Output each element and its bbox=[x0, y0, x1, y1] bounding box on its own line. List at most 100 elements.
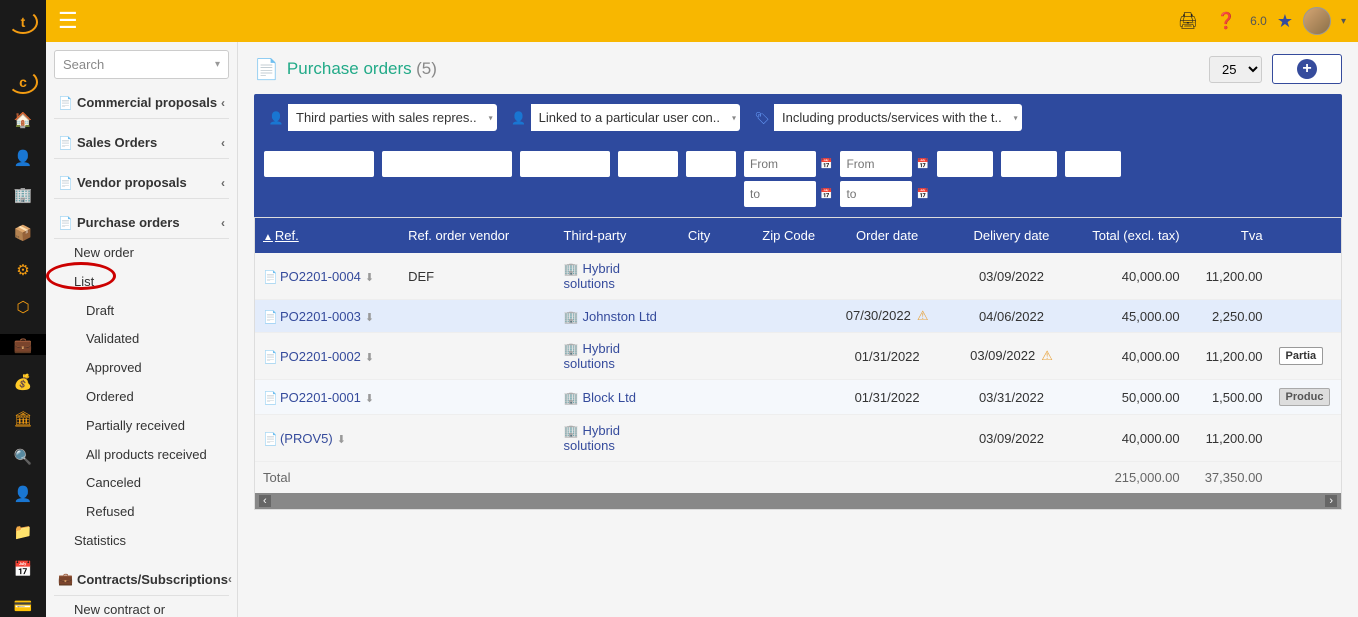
ref-link[interactable]: (PROV5) bbox=[280, 431, 333, 446]
search-third-party[interactable] bbox=[520, 151, 610, 177]
avatar[interactable] bbox=[1303, 7, 1331, 35]
delivery-date-to[interactable] bbox=[840, 181, 912, 207]
chevron-left-icon: ‹ bbox=[228, 572, 232, 586]
download-icon[interactable]: ⬇ bbox=[337, 434, 346, 446]
table-row[interactable]: 📄PO2201-0003⬇🏢Johnston Ltd07/30/2022⚠04/… bbox=[255, 300, 1341, 333]
section-contracts[interactable]: 💼 Contracts/Subscriptions ‹ bbox=[54, 564, 229, 596]
sidebar-item-list[interactable]: List bbox=[54, 268, 229, 297]
page-size-select[interactable]: 25 bbox=[1209, 56, 1262, 83]
user-icon[interactable]: 👤 bbox=[0, 147, 46, 168]
sidebar-item-new-order[interactable]: New order bbox=[54, 239, 229, 268]
order-date-from[interactable] bbox=[744, 151, 816, 177]
col-ref-vendor[interactable]: Ref. order vendor bbox=[400, 218, 555, 253]
gears-icon[interactable]: ⚙ bbox=[0, 259, 46, 280]
table-row[interactable]: 📄(PROV5)⬇🏢Hybrid solutions03/09/202240,0… bbox=[255, 415, 1341, 462]
search-ref-vendor[interactable] bbox=[382, 151, 512, 177]
ref-link[interactable]: PO2201-0001 bbox=[280, 390, 361, 405]
sidebar-item-draft[interactable]: Draft bbox=[54, 297, 229, 326]
sidebar-item-approved[interactable]: Approved bbox=[54, 354, 229, 383]
col-delivery-date[interactable]: Delivery date bbox=[949, 218, 1073, 253]
ref-link[interactable]: PO2201-0004 bbox=[280, 269, 361, 284]
sidebar-item-refused[interactable]: Refused bbox=[54, 498, 229, 527]
sidebar-item-canceled[interactable]: Canceled bbox=[54, 469, 229, 498]
search-total[interactable] bbox=[937, 151, 993, 177]
version-label: 6.0 bbox=[1250, 14, 1267, 28]
folder-icon[interactable]: 📁 bbox=[0, 521, 46, 542]
table-row[interactable]: 📄PO2201-0002⬇🏢Hybrid solutions01/31/2022… bbox=[255, 333, 1341, 380]
search-icon[interactable]: 🔍 bbox=[0, 446, 46, 467]
file-icon: 📄 bbox=[263, 391, 278, 405]
sidebar-item-statistics[interactable]: Statistics bbox=[54, 527, 229, 556]
cell-tva: 11,200.00 bbox=[1188, 333, 1271, 380]
order-date-to[interactable] bbox=[744, 181, 816, 207]
download-icon[interactable]: ⬇ bbox=[365, 393, 374, 405]
col-tva[interactable]: Tva bbox=[1188, 218, 1271, 253]
sort-arrow-icon: ▲ bbox=[263, 232, 273, 243]
search-zip[interactable] bbox=[686, 151, 736, 177]
chevron-down-icon[interactable]: ▾ bbox=[1341, 16, 1346, 27]
help-icon[interactable]: ❓ bbox=[1216, 11, 1236, 31]
filter-bar: 👤 Third parties with sales repres..▾ 👤 L… bbox=[254, 94, 1342, 141]
print-icon[interactable]: 🖨 bbox=[1178, 11, 1198, 31]
home-icon[interactable]: 🏠 bbox=[0, 110, 46, 131]
col-city[interactable]: City bbox=[680, 218, 753, 253]
sidebar-item-all-received[interactable]: All products received bbox=[54, 441, 229, 470]
col-zip[interactable]: Zip Code bbox=[752, 218, 825, 253]
section-purchase-orders[interactable]: 📄 Purchase orders ‹ bbox=[54, 207, 229, 239]
third-party-link[interactable]: Johnston Ltd bbox=[582, 309, 656, 324]
filter-user[interactable]: 👤 Linked to a particular user con..▾ bbox=[507, 104, 740, 131]
person-icon[interactable]: 👤 bbox=[0, 483, 46, 504]
sidebar-item-validated[interactable]: Validated bbox=[54, 325, 229, 354]
col-total[interactable]: Total (excl. tax) bbox=[1074, 218, 1188, 253]
third-party-link[interactable]: Block Ltd bbox=[582, 390, 635, 405]
cube-icon[interactable]: 📦 bbox=[0, 222, 46, 243]
ref-link[interactable]: PO2201-0003 bbox=[280, 309, 361, 324]
building-icon[interactable]: 🏢 bbox=[0, 184, 46, 205]
filter-label: Linked to a particular user con.. bbox=[539, 110, 720, 125]
col-order-date[interactable]: Order date bbox=[825, 218, 949, 253]
download-icon[interactable]: ⬇ bbox=[365, 312, 374, 324]
filter-sales-rep[interactable]: 👤 Third parties with sales repres..▾ bbox=[264, 104, 497, 131]
ref-link[interactable]: PO2201-0002 bbox=[280, 349, 361, 364]
cell-status bbox=[1271, 415, 1341, 462]
file-icon: 📄 bbox=[263, 270, 278, 284]
star-icon[interactable]: ★ bbox=[1277, 11, 1293, 32]
download-icon[interactable]: ⬇ bbox=[365, 272, 374, 284]
col-third-party[interactable]: Third-party bbox=[556, 218, 680, 253]
briefcase-icon[interactable]: 💼 bbox=[0, 334, 46, 355]
col-ref[interactable]: ▲Ref. bbox=[255, 218, 400, 253]
section-vendor-proposals[interactable]: 📄 Vendor proposals ‹ bbox=[54, 167, 229, 199]
file-icon: 📄 bbox=[58, 136, 73, 150]
network-icon[interactable]: ⬡ bbox=[0, 297, 46, 318]
card-icon[interactable]: 💳 bbox=[0, 596, 46, 617]
calendar-icon[interactable]: 📅 bbox=[916, 189, 928, 200]
calendar-icon[interactable]: 📅 bbox=[820, 189, 832, 200]
hamburger-icon[interactable]: ☰ bbox=[58, 8, 78, 34]
search-tva[interactable] bbox=[1001, 151, 1057, 177]
sidebar-item-partially-received[interactable]: Partially received bbox=[54, 412, 229, 441]
scroll-left-icon[interactable]: ‹ bbox=[259, 495, 271, 507]
calendar-icon[interactable]: 📅 bbox=[0, 558, 46, 579]
calendar-icon[interactable]: 📅 bbox=[820, 159, 832, 170]
bank-icon[interactable]: 🏛 bbox=[0, 409, 46, 430]
horizontal-scrollbar[interactable]: ‹ › bbox=[255, 493, 1341, 509]
search-ref[interactable] bbox=[264, 151, 374, 177]
search-city[interactable] bbox=[618, 151, 678, 177]
table-row[interactable]: 📄PO2201-0001⬇🏢Block Ltd01/31/202203/31/2… bbox=[255, 380, 1341, 415]
scroll-right-icon[interactable]: › bbox=[1325, 495, 1337, 507]
sidebar-item-ordered[interactable]: Ordered bbox=[54, 383, 229, 412]
sidebar-item-new-contract[interactable]: New contract or subscription bbox=[54, 596, 229, 617]
section-sales-orders[interactable]: 📄 Sales Orders ‹ bbox=[54, 127, 229, 159]
download-icon[interactable]: ⬇ bbox=[365, 352, 374, 364]
calendar-icon[interactable]: 📅 bbox=[916, 159, 928, 170]
delivery-date-from[interactable] bbox=[840, 151, 912, 177]
add-button[interactable]: + bbox=[1272, 54, 1342, 84]
coins-icon[interactable]: 💰 bbox=[0, 371, 46, 392]
search-input[interactable]: Search ▾ bbox=[54, 50, 229, 79]
col-status bbox=[1271, 218, 1341, 253]
table-row[interactable]: 📄PO2201-0004⬇DEF🏢Hybrid solutions03/09/2… bbox=[255, 253, 1341, 300]
filter-products[interactable]: 🏷 Including products/services with the t… bbox=[750, 104, 1022, 131]
page-title: Purchase orders bbox=[287, 59, 412, 79]
search-status[interactable] bbox=[1065, 151, 1121, 177]
section-commercial-proposals[interactable]: 📄 Commercial proposals ‹ bbox=[54, 87, 229, 119]
